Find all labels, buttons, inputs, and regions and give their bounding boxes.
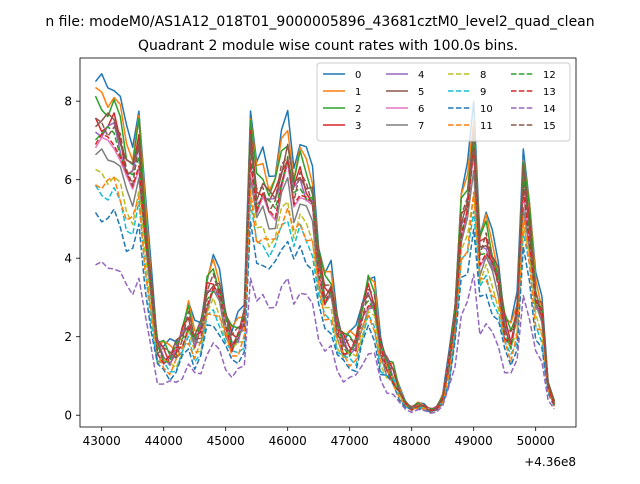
x-axis-offset-label: +4.36e8 <box>524 455 576 469</box>
x-axis: 43000 44000 45000 46000 47000 48000 49000 50000 <box>83 427 555 448</box>
legend-label-6: 6 <box>418 104 424 115</box>
legend-label-14: 14 <box>543 104 556 115</box>
x-tick-label: 49000 <box>455 434 493 448</box>
series-line-15 <box>95 117 556 413</box>
x-tick-label: 44000 <box>145 434 183 448</box>
legend-label-3: 3 <box>355 121 361 132</box>
legend-label-12: 12 <box>543 70 556 81</box>
x-tick-label: 48000 <box>393 434 431 448</box>
x-tick-label: 43000 <box>83 434 121 448</box>
legend-label-11: 11 <box>480 121 493 132</box>
figure-suptitle: n file: modeM0/AS1A12_018T01_9000005896_… <box>45 14 594 30</box>
legend-label-15: 15 <box>543 121 556 132</box>
y-tick-label: 8 <box>64 95 72 109</box>
legend-label-13: 13 <box>543 87 556 98</box>
legend-label-8: 8 <box>480 70 486 81</box>
legend-label-1: 1 <box>355 87 361 98</box>
series-line-9 <box>94 184 555 413</box>
series-line-10 <box>94 208 555 413</box>
y-tick-label: 4 <box>64 252 72 266</box>
legend-label-10: 10 <box>480 104 493 115</box>
y-tick-label: 6 <box>64 173 72 187</box>
x-tick-label: 45000 <box>207 434 245 448</box>
x-tick-label: 47000 <box>331 434 369 448</box>
legend-label-7: 7 <box>418 121 424 132</box>
legend-label-2: 2 <box>355 104 361 115</box>
legend-label-4: 4 <box>418 70 424 81</box>
legend-label-0: 0 <box>355 70 361 81</box>
x-tick-label: 46000 <box>269 434 307 448</box>
y-tick-label: 0 <box>64 409 72 423</box>
x-tick-label: 50000 <box>517 434 555 448</box>
legend-frame <box>316 62 571 142</box>
series-layer <box>94 73 556 414</box>
legend-label-9: 9 <box>480 87 486 98</box>
y-axis: 0 2 4 6 8 <box>64 95 80 423</box>
legend-label-5: 5 <box>418 87 424 98</box>
y-tick-label: 2 <box>64 330 72 344</box>
series-line-14 <box>95 260 555 414</box>
chart-title: Quadrant 2 module wise count rates with … <box>138 38 518 54</box>
plot-area-frame <box>79 57 577 428</box>
series-line-11 <box>95 176 556 411</box>
